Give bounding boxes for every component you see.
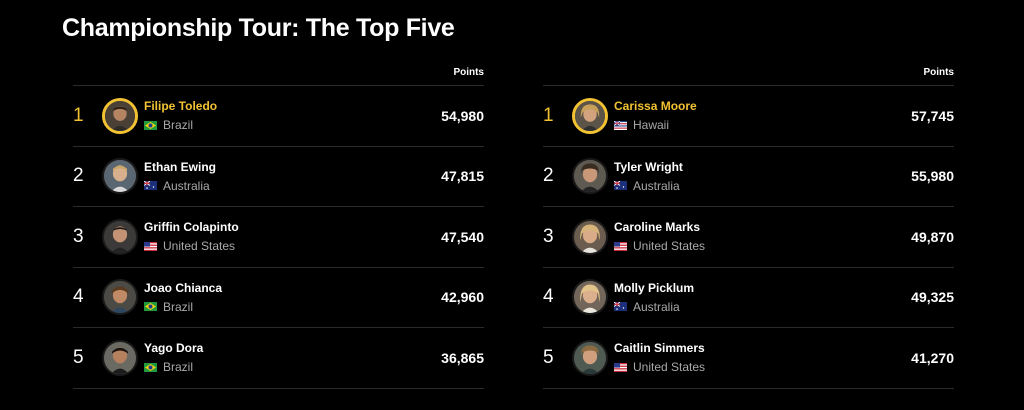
brazil-flag-icon: [144, 302, 157, 311]
country-name: Brazil: [163, 360, 194, 374]
points-value: 54,980: [441, 107, 484, 124]
australia-flag-icon: [614, 302, 627, 311]
usa-flag-icon: [144, 241, 157, 251]
surfer-avatar[interactable]: [102, 279, 138, 316]
brazil-flag-icon: [144, 120, 157, 130]
country-name: United States: [163, 239, 236, 253]
surfer-name[interactable]: Caroline Marks: [614, 220, 701, 234]
surfer-avatar[interactable]: [102, 158, 138, 195]
leaderboard-row[interactable]: 2 Ethan Ewing Australia 47,815: [73, 147, 484, 207]
country-name: Brazil: [163, 299, 194, 314]
surfer-country: United States: [614, 360, 705, 374]
leaderboard-row[interactable]: 2 Tyler Wright Australia 55,980: [543, 147, 954, 207]
surfer-name[interactable]: Carissa Moore: [614, 99, 697, 113]
board-header: Points: [73, 62, 484, 86]
surfer-country: Australia: [614, 179, 680, 193]
surfer-name[interactable]: Joao Chianca: [144, 280, 223, 295]
surfer-name[interactable]: Caitlin Simmers: [614, 341, 705, 355]
surfer-avatar[interactable]: [572, 218, 608, 255]
surfer-avatar[interactable]: [102, 97, 138, 134]
surfer-country: United States: [614, 239, 705, 253]
rank-number: 3: [73, 225, 84, 247]
surfer-country: Brazil: [144, 118, 193, 132]
australia-flag-icon: [614, 181, 627, 190]
country-name: Brazil: [163, 118, 194, 132]
usa-flag-icon: [614, 362, 627, 372]
page-title: Championship Tour: The Top Five: [62, 14, 455, 42]
surfer-name[interactable]: Yago Dora: [144, 341, 204, 355]
country-name: Australia: [633, 178, 680, 193]
surfer-name[interactable]: Filipe Toledo: [144, 99, 218, 113]
surfer-avatar[interactable]: [102, 218, 138, 255]
country-name: United States: [633, 239, 706, 253]
points-value: 42,960: [441, 289, 484, 306]
brazil-flag-icon: [144, 362, 157, 372]
leaderboard-row[interactable]: 1 Filipe Toledo Brazil 54,980: [73, 86, 484, 147]
surfer-avatar[interactable]: [572, 279, 608, 316]
board-header: Points: [543, 62, 954, 86]
rank-number: 1: [73, 104, 84, 126]
points-value: 57,745: [911, 107, 954, 124]
surfer-name[interactable]: Ethan Ewing: [144, 159, 216, 174]
leaderboard-row[interactable]: 3 Griffin Colapinto United States 47,540: [73, 207, 484, 268]
points-value: 36,865: [441, 349, 484, 366]
rank-number: 3: [543, 225, 554, 247]
country-name: Australia: [163, 178, 210, 193]
leaderboard-row[interactable]: 5 Caitlin Simmers United States 41,270: [543, 328, 954, 389]
surfer-country: Brazil: [144, 360, 193, 374]
leaderboard-row[interactable]: 3 Caroline Marks United States 49,870: [543, 207, 954, 268]
rank-number: 1: [543, 104, 554, 126]
surfer-name[interactable]: Tyler Wright: [614, 159, 683, 174]
country-name: Australia: [633, 299, 680, 314]
hawaii-flag-icon: [614, 120, 627, 130]
surfer-country: United States: [144, 239, 235, 253]
leaderboard-row[interactable]: 4 Molly Picklum Australia 49,325: [543, 268, 954, 328]
points-value: 49,325: [911, 289, 954, 306]
rank-number: 4: [73, 286, 84, 308]
surfer-country: Australia: [144, 179, 210, 193]
points-value: 47,540: [441, 228, 484, 245]
rank-number: 2: [543, 165, 554, 187]
rank-number: 5: [73, 346, 84, 368]
country-name: United States: [633, 360, 706, 374]
surfer-name[interactable]: Molly Picklum: [614, 280, 695, 295]
leaderboard-row[interactable]: 4 Joao Chianca Brazil 42,960: [73, 268, 484, 328]
points-value: 47,815: [441, 168, 484, 185]
points-value: 41,270: [911, 349, 954, 366]
surfer-country: Australia: [614, 300, 680, 314]
leaderboard-row[interactable]: 1 Carissa Moore Hawaii 57,745: [543, 86, 954, 147]
surfer-avatar[interactable]: [572, 158, 608, 195]
surfer-avatar[interactable]: [102, 339, 138, 376]
points-column-header: Points: [923, 67, 954, 78]
mens-leaderboard: Points 1 Filipe Toledo Brazil 54,980 2 E…: [73, 62, 484, 389]
rank-number: 5: [543, 346, 554, 368]
leaderboard-row[interactable]: 5 Yago Dora Brazil 36,865: [73, 328, 484, 389]
rank-number: 4: [543, 286, 554, 308]
surfer-name[interactable]: Griffin Colapinto: [144, 220, 239, 234]
surfer-country: Hawaii: [614, 118, 669, 132]
points-value: 49,870: [911, 228, 954, 245]
points-value: 55,980: [911, 168, 954, 185]
womens-leaderboard: Points 1 Carissa Moore Hawaii 57,745 2 T…: [543, 62, 954, 389]
surfer-country: Brazil: [144, 300, 193, 314]
surfer-avatar[interactable]: [572, 97, 608, 134]
country-name: Hawaii: [633, 118, 670, 132]
rank-number: 2: [73, 165, 84, 187]
surfer-avatar[interactable]: [572, 339, 608, 376]
australia-flag-icon: [144, 181, 157, 190]
points-column-header: Points: [453, 67, 484, 78]
usa-flag-icon: [614, 241, 627, 251]
